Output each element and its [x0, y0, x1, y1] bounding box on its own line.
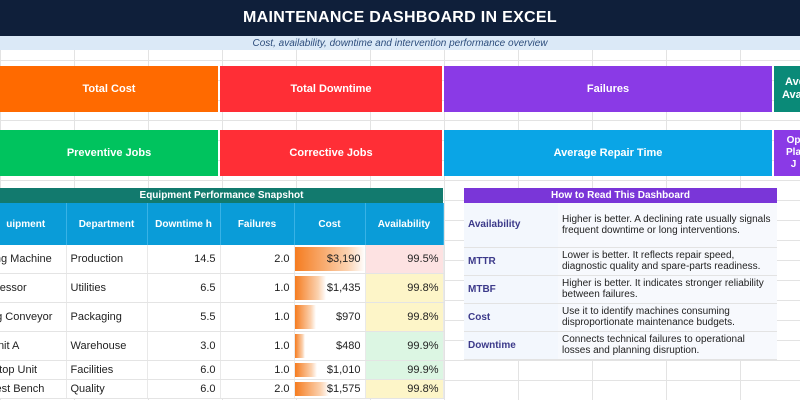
cell-availability: 99.8% — [365, 273, 444, 303]
table-row[interactable]: oftop Unit Facilities 6.0 1.0 $1,010 99.… — [0, 360, 444, 380]
cell-failures: 1.0 — [220, 302, 295, 332]
equipment-table: uipment Department Downtime h Failures C… — [0, 203, 444, 399]
kpi-average-repair-time[interactable]: Average Repair Time — [444, 130, 772, 176]
kpi-failures[interactable]: Failures — [444, 66, 772, 112]
cell-equipment: Unit A — [0, 331, 67, 361]
table-row[interactable]: ling Machine Production 14.5 2.0 $3,190 … — [0, 245, 444, 274]
cell-cost: $3,190 — [294, 245, 366, 274]
cell-equipment: ling Machine — [0, 245, 67, 274]
cell-equipment: pressor — [0, 273, 67, 303]
cell-department: Utilities — [66, 273, 148, 303]
cell-downtime: 6.5 — [147, 273, 221, 303]
guide-description: Use it to identify machines consuming di… — [558, 303, 777, 332]
cell-department: Production — [66, 245, 148, 274]
cell-downtime: 6.0 — [147, 360, 221, 380]
cell-failures: 2.0 — [220, 245, 295, 274]
guide-term: MTTR — [464, 247, 558, 276]
cost-databar — [294, 276, 326, 300]
cost-databar — [294, 363, 317, 377]
cell-cost: $1,435 — [294, 273, 366, 303]
header-equipment[interactable]: uipment — [0, 203, 67, 245]
cell-failures: 1.0 — [220, 360, 295, 380]
cell-cost: $480 — [294, 331, 366, 361]
kpi-open-planned-jobs[interactable]: Op Pla J — [774, 130, 800, 176]
cost-databar — [294, 247, 364, 271]
guide-term: MTBF — [464, 275, 558, 304]
header-department[interactable]: Department — [66, 203, 148, 245]
dashboard-subtitle: Cost, availability, downtime and interve… — [0, 36, 800, 50]
guide-row: MTTR Lower is better. It reflects repair… — [464, 247, 777, 276]
cell-availability: 99.5% — [365, 245, 444, 274]
guide-row: MTBF Higher is better. It indicates stro… — [464, 275, 777, 304]
cell-cost: $1,575 — [294, 379, 366, 399]
cell-downtime: 14.5 — [147, 245, 221, 274]
cell-failures: 1.0 — [220, 331, 295, 361]
cell-department: Warehouse — [66, 331, 148, 361]
cell-department: Quality — [66, 379, 148, 399]
guide-description: Connects technical failures to operation… — [558, 331, 777, 360]
cell-equipment: oftop Unit — [0, 360, 67, 380]
table-row[interactable]: Test Bench Quality 6.0 2.0 $1,575 99.8% — [0, 379, 444, 399]
cell-downtime: 6.0 — [147, 379, 221, 399]
table-row[interactable]: ng Conveyor Packaging 5.5 1.0 $970 99.8% — [0, 302, 444, 332]
cost-databar — [294, 382, 329, 396]
cost-databar — [294, 334, 305, 358]
guide-row: Downtime Connects technical failures to … — [464, 331, 777, 360]
dashboard-title: MAINTENANCE DASHBOARD IN EXCEL — [0, 0, 800, 36]
header-availability[interactable]: Availability — [365, 203, 444, 245]
guide-row: Cost Use it to identify machines consumi… — [464, 303, 777, 332]
cell-department: Packaging — [66, 302, 148, 332]
cell-cost: $970 — [294, 302, 366, 332]
cell-equipment: ng Conveyor — [0, 302, 67, 332]
guide-description: Higher is better. A declining rate usual… — [558, 203, 777, 248]
table-row[interactable]: Unit A Warehouse 3.0 1.0 $480 99.9% — [0, 331, 444, 361]
table-row[interactable]: pressor Utilities 6.5 1.0 $1,435 99.8% — [0, 273, 444, 303]
guide-panel-title: How to Read This Dashboard — [464, 188, 777, 203]
cell-availability: 99.9% — [365, 360, 444, 380]
guide-description: Lower is better. It reflects repair spee… — [558, 247, 777, 276]
guide-term: Downtime — [464, 331, 558, 360]
cell-downtime: 3.0 — [147, 331, 221, 361]
guide-table: Availability Higher is better. A declini… — [464, 203, 777, 360]
header-downtime[interactable]: Downtime h — [147, 203, 221, 245]
guide-description: Higher is better. It indicates stronger … — [558, 275, 777, 304]
cell-cost: $1,010 — [294, 360, 366, 380]
kpi-corrective-jobs[interactable]: Corrective Jobs — [220, 130, 442, 176]
cell-availability: 99.8% — [365, 302, 444, 332]
guide-term: Availability — [464, 203, 558, 248]
cell-equipment: Test Bench — [0, 379, 67, 399]
kpi-total-cost[interactable]: Total Cost — [0, 66, 218, 112]
cell-failures: 1.0 — [220, 273, 295, 303]
cell-failures: 2.0 — [220, 379, 295, 399]
cost-databar — [294, 305, 316, 329]
kpi-total-downtime[interactable]: Total Downtime — [220, 66, 442, 112]
guide-row: Availability Higher is better. A declini… — [464, 203, 777, 248]
header-failures[interactable]: Failures — [220, 203, 295, 245]
cell-downtime: 5.5 — [147, 302, 221, 332]
kpi-preventive-jobs[interactable]: Preventive Jobs — [0, 130, 218, 176]
cell-department: Facilities — [66, 360, 148, 380]
guide-term: Cost — [464, 303, 558, 332]
kpi-average-availability[interactable]: Ave Avail — [774, 66, 800, 112]
cell-availability: 99.9% — [365, 331, 444, 361]
cell-availability: 99.8% — [365, 379, 444, 399]
equipment-panel-title: Equipment Performance Snapshot — [0, 188, 443, 203]
header-cost[interactable]: Cost — [294, 203, 366, 245]
table-header-row: uipment Department Downtime h Failures C… — [0, 203, 444, 245]
